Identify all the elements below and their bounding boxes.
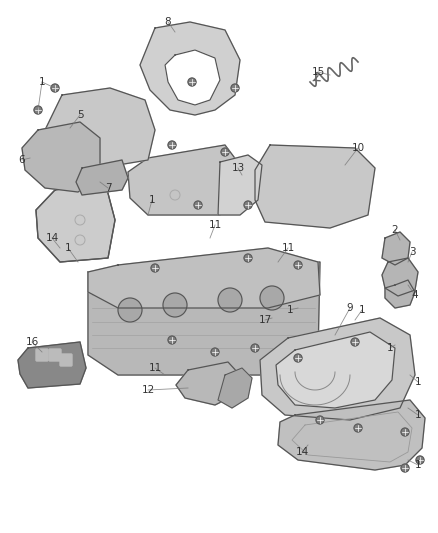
Polygon shape [278,400,425,470]
Circle shape [188,78,196,86]
Circle shape [168,141,176,149]
Polygon shape [36,182,115,262]
Polygon shape [18,342,86,388]
Circle shape [401,428,409,436]
Circle shape [168,336,176,344]
Text: 13: 13 [231,163,245,173]
Text: 10: 10 [351,143,364,153]
Text: 1: 1 [415,410,421,420]
Text: 7: 7 [105,183,111,193]
Circle shape [194,201,202,209]
Text: 1: 1 [65,243,71,253]
Circle shape [118,298,142,322]
Polygon shape [260,318,415,420]
Circle shape [294,354,302,362]
Text: 12: 12 [141,385,155,395]
Polygon shape [385,280,415,308]
FancyBboxPatch shape [60,354,72,366]
Text: 11: 11 [148,363,162,373]
Circle shape [294,261,302,269]
Circle shape [151,264,159,272]
Circle shape [163,293,187,317]
Polygon shape [22,122,100,192]
Circle shape [416,456,424,464]
Polygon shape [88,248,320,308]
Polygon shape [76,160,128,195]
Text: 14: 14 [295,447,309,457]
Polygon shape [176,362,240,405]
Circle shape [51,84,59,92]
Circle shape [244,254,252,262]
Text: 2: 2 [392,225,398,235]
Text: 6: 6 [19,155,25,165]
Text: 4: 4 [412,290,418,300]
Polygon shape [128,145,240,215]
Polygon shape [140,22,240,115]
Text: 1: 1 [387,343,393,353]
Polygon shape [382,258,418,296]
Text: 11: 11 [208,220,222,230]
Circle shape [34,106,42,114]
Circle shape [251,344,259,352]
Text: 11: 11 [281,243,295,253]
Polygon shape [218,368,252,408]
Text: 1: 1 [359,305,365,315]
FancyBboxPatch shape [36,349,48,361]
Circle shape [401,464,409,472]
Text: 16: 16 [25,337,39,347]
Circle shape [260,286,284,310]
Circle shape [231,84,239,92]
Text: 1: 1 [287,305,293,315]
Text: 8: 8 [165,17,171,27]
Polygon shape [218,155,262,215]
Circle shape [221,148,229,156]
Text: 3: 3 [409,247,415,257]
Text: 1: 1 [415,377,421,387]
Text: 9: 9 [347,303,353,313]
Text: 17: 17 [258,315,272,325]
Polygon shape [382,232,410,265]
Polygon shape [255,145,375,228]
Text: 1: 1 [39,77,45,87]
Polygon shape [165,50,220,105]
Circle shape [244,201,252,209]
Text: 14: 14 [46,233,59,243]
Polygon shape [88,262,320,375]
Text: 15: 15 [311,67,325,77]
Circle shape [218,288,242,312]
FancyBboxPatch shape [49,349,61,361]
Text: 1: 1 [148,195,155,205]
Circle shape [351,338,359,346]
Circle shape [211,348,219,356]
Polygon shape [45,88,155,168]
Text: 1: 1 [415,460,421,470]
Polygon shape [36,182,115,262]
Circle shape [316,416,324,424]
Text: 5: 5 [77,110,83,120]
Circle shape [354,424,362,432]
Polygon shape [276,332,395,408]
